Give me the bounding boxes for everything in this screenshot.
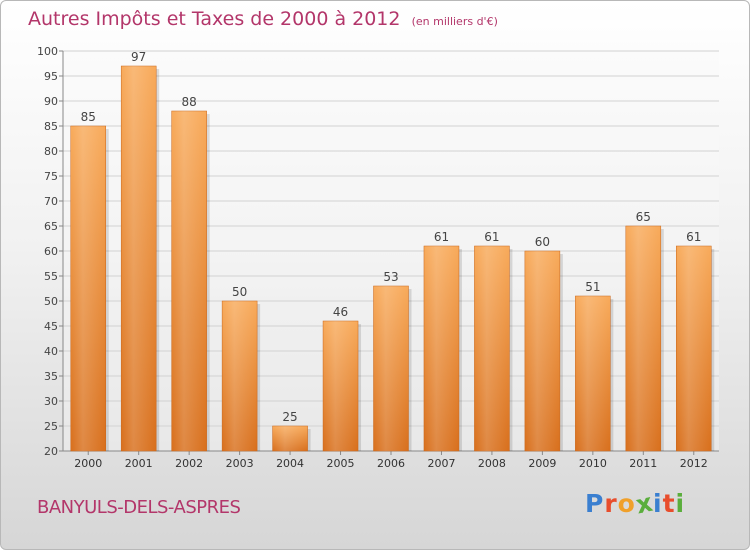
bar-highlight <box>575 296 611 451</box>
y-tick-label: 70 <box>44 195 58 208</box>
y-tick-label: 55 <box>44 270 58 283</box>
data-label: 46 <box>333 305 348 319</box>
x-tick-label: 2004 <box>276 457 304 470</box>
data-label: 65 <box>636 210 651 224</box>
data-label: 97 <box>131 50 146 64</box>
y-tick-label: 100 <box>37 45 58 58</box>
data-label: 51 <box>585 280 600 294</box>
data-label: 61 <box>484 230 499 244</box>
x-tick-label: 2000 <box>74 457 102 470</box>
x-tick-label: 2010 <box>579 457 607 470</box>
y-tick-label: 80 <box>44 145 58 158</box>
y-tick-label: 45 <box>44 320 58 333</box>
y-tick-label: 35 <box>44 370 58 383</box>
x-tick-label: 2002 <box>175 457 203 470</box>
label-layer: 85 97 88 50 25 46 53 61 61 60 51 65 61 <box>81 50 702 424</box>
bar-layer <box>70 65 715 452</box>
commune-name: BANYULS-DELS-ASPRES <box>37 497 241 518</box>
y-tick-label: 65 <box>44 220 58 233</box>
bar-highlight <box>323 321 359 451</box>
data-label: 53 <box>383 270 398 284</box>
logo-letter: t <box>662 489 676 518</box>
bar-highlight <box>625 226 661 451</box>
y-tick-label: 20 <box>44 445 58 458</box>
x-tick-label: 2006 <box>377 457 405 470</box>
logo-letter: i <box>653 489 663 518</box>
y-tick-label: 40 <box>44 345 58 358</box>
bar-highlight <box>272 426 308 451</box>
bar-highlight <box>676 246 712 451</box>
bar-highlight <box>373 286 409 451</box>
x-tick-label: 2012 <box>680 457 708 470</box>
y-tick-label: 95 <box>44 70 58 83</box>
x-tick-label: 2001 <box>125 457 153 470</box>
x-tick-label: 2007 <box>427 457 455 470</box>
y-tick-label: 50 <box>44 295 58 308</box>
logo-letter: i <box>675 489 686 518</box>
bar-highlight <box>171 111 207 451</box>
data-label: 85 <box>81 110 96 124</box>
y-tick-label: 90 <box>44 95 58 108</box>
data-label: 61 <box>434 230 449 244</box>
x-tick-label: 2009 <box>528 457 556 470</box>
data-label: 61 <box>686 230 701 244</box>
logo-letter: o <box>617 489 636 518</box>
y-tick-label: 75 <box>44 170 58 183</box>
logo-letter: r <box>604 489 618 518</box>
bar-highlight <box>423 246 459 451</box>
chart-title-block: Autres Impôts et Taxes de 2000 à 2012 (e… <box>28 8 498 30</box>
y-tick-label: 85 <box>44 120 58 133</box>
x-tick-label: 2008 <box>478 457 506 470</box>
data-label: 60 <box>535 235 550 249</box>
proxiti-logo: Proxiti <box>585 488 686 520</box>
bar-highlight <box>524 251 560 451</box>
chart-title: Autres Impôts et Taxes de 2000 à 2012 <box>28 8 401 30</box>
logo-letter: P <box>585 489 605 518</box>
x-tick-label: 2003 <box>226 457 254 470</box>
bar-highlight <box>474 246 510 451</box>
x-tick-label: 2011 <box>629 457 657 470</box>
bar-highlight <box>70 126 106 451</box>
y-tick-label: 60 <box>44 245 58 258</box>
data-label: 25 <box>282 410 297 424</box>
x-tick-label: 2005 <box>327 457 355 470</box>
y-tick-label: 25 <box>44 420 58 433</box>
data-label: 50 <box>232 285 247 299</box>
bar-highlight <box>222 301 258 451</box>
y-tick-label: 30 <box>44 395 58 408</box>
chart-subtitle: (en milliers d'€) <box>411 15 498 28</box>
data-label: 88 <box>182 95 197 109</box>
bar-highlight <box>121 66 157 451</box>
